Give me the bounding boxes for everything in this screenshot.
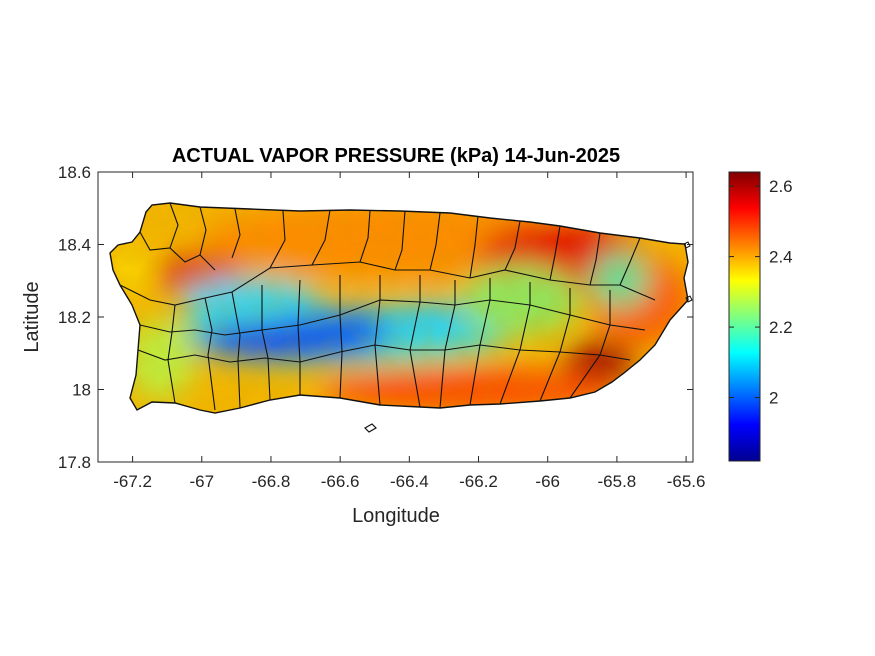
x-axis-label: Longitude xyxy=(352,505,440,527)
chart-title: ACTUAL VAPOR PRESSURE (kPa) 14-Jun-2025 xyxy=(172,145,620,167)
x-axis-ticks: -67.2 -67 -66.8 -66.6 -66.4 -66.2 -66 -65.8 -65.… xyxy=(113,172,705,491)
eastern-islets xyxy=(683,241,693,303)
colorbar-tick-label: 2.6 xyxy=(769,177,793,196)
x-tick-label: -65.6 xyxy=(667,472,706,491)
municipality-boundaries xyxy=(119,202,656,411)
x-tick-label: -66.6 xyxy=(321,472,360,491)
colorbar-tick-label: 2.2 xyxy=(769,318,793,337)
x-tick-label: -67.2 xyxy=(113,472,152,491)
x-tick-label: -67 xyxy=(189,472,214,491)
colorbar-tick-label: 2 xyxy=(769,389,778,408)
y-tick-label: 18.6 xyxy=(58,163,91,182)
y-tick-label: 18 xyxy=(72,381,91,400)
colorbar-tick-label: 2.4 xyxy=(769,248,793,267)
y-tick-label: 18.4 xyxy=(58,236,91,255)
colorbar-ticks: 2 2.2 2.4 2.6 xyxy=(729,177,793,408)
x-tick-label: -66.2 xyxy=(459,472,498,491)
x-tick-label: -65.8 xyxy=(598,472,637,491)
colorbar xyxy=(728,171,761,462)
x-tick-label: -66 xyxy=(535,472,560,491)
y-axis-ticks: 17.8 18 18.2 18.4 18.6 xyxy=(58,163,693,472)
x-tick-label: -66.4 xyxy=(390,472,429,491)
heatmap-layer xyxy=(110,203,688,413)
y-tick-label: 18.2 xyxy=(58,308,91,327)
y-tick-label: 17.8 xyxy=(58,453,91,472)
y-axis-label: Latitude xyxy=(21,281,43,352)
x-tick-label: -66.8 xyxy=(252,472,291,491)
caja-de-muertos-islet xyxy=(364,423,377,433)
